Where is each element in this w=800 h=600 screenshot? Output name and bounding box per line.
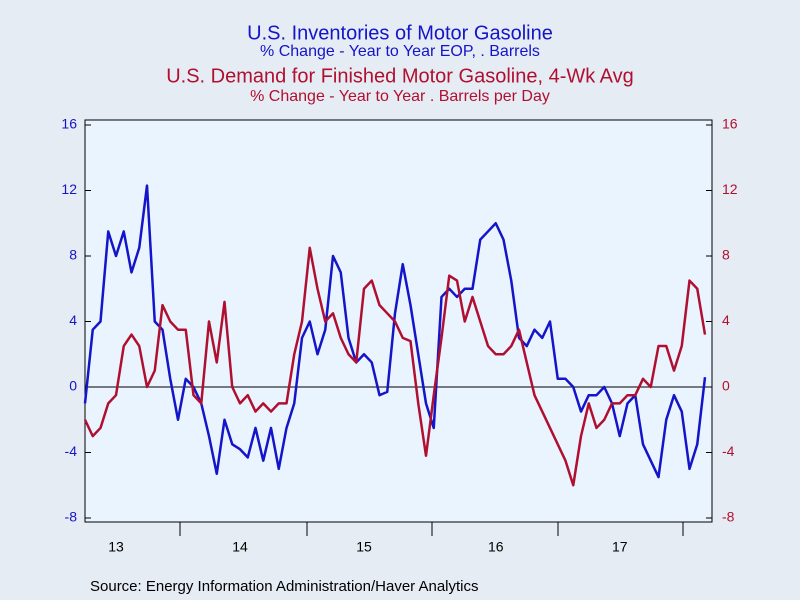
y2-tick-label: -4 [722,443,735,459]
y2-tick-label: 12 [722,181,738,197]
y-tick-label: 16 [61,116,77,132]
y-tick-label: 12 [61,181,77,197]
title-1: U.S. Inventories of Motor Gasoline [247,22,553,44]
x-tick-label: 14 [232,539,248,555]
subtitle-2: % Change - Year to Year . Barrels per Da… [250,88,550,105]
subtitle-1: % Change - Year to Year EOP, . Barrels [260,43,540,60]
y-tick-label: 8 [69,247,77,263]
y-tick-label: -8 [65,509,78,525]
y2-tick-label: 4 [722,312,730,328]
series-line [83,184,707,479]
y-tick-label: -4 [65,443,78,459]
y-tick-label: 0 [69,378,77,394]
title-2: U.S. Demand for Finished Motor Gasoline,… [166,65,634,87]
plot-area [84,119,713,523]
x-tick-label: 13 [108,539,124,555]
y2-tick-label: 8 [722,247,730,263]
y-tick-label: 4 [69,312,77,328]
y2-tick-label: -8 [722,509,735,525]
y2-tick-label: 0 [722,378,730,394]
source: Source: Energy Information Administratio… [90,578,479,595]
x-tick-label: 17 [612,539,628,555]
x-tick-label: 15 [356,539,372,555]
x-tick-label: 16 [488,539,504,555]
year-ticks [179,522,684,536]
series-line [83,246,707,487]
y2-tick-label: 16 [722,116,738,132]
